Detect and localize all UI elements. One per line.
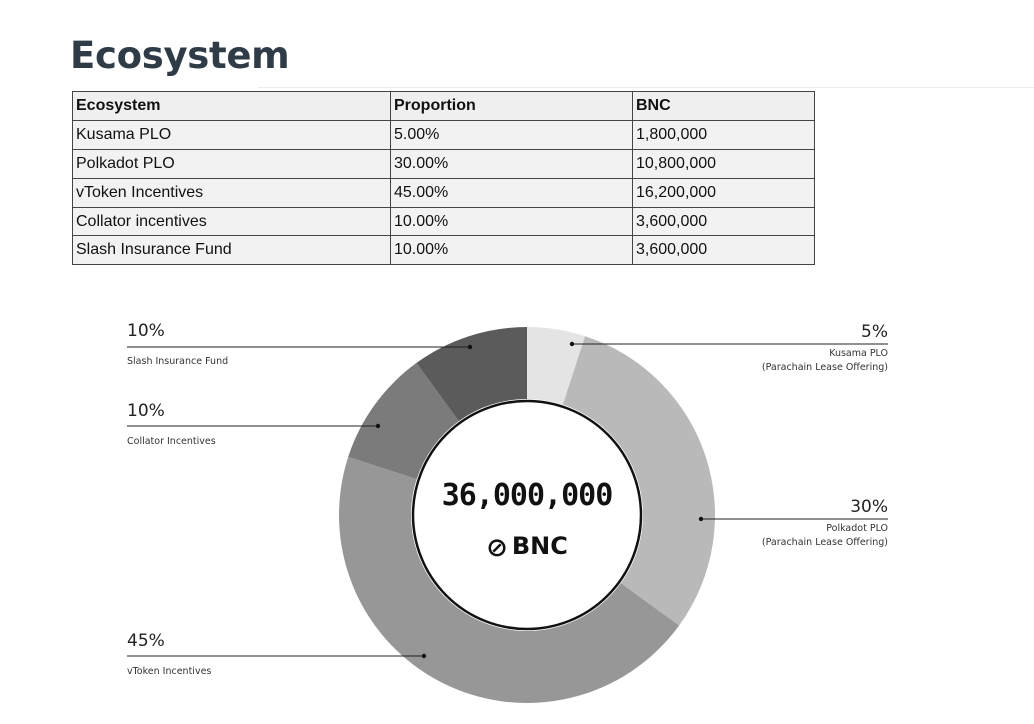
donut-center-circle [411, 399, 643, 631]
leader-dot-polkadot [698, 516, 704, 522]
cell-bnc: 1,800,000 [632, 119, 815, 150]
donut-center-unit-label: BNC [511, 532, 568, 560]
label-pct-polkadot: 30% [850, 497, 888, 517]
cell-proportion: 10.00% [390, 235, 633, 266]
donut-center-unit: ⊘ BNC [412, 532, 642, 563]
label-pct-slash: 10% [127, 321, 165, 341]
allocation-donut-chart: 5% Kusama PLO (Parachain Lease Offering)… [0, 300, 1034, 724]
cell-ecosystem: Collator incentives [72, 206, 391, 237]
donut-center-total: 36,000,000 [441, 478, 614, 513]
leader-dot-collator [375, 423, 381, 429]
cell-bnc: 16,200,000 [632, 177, 815, 208]
cell-proportion: 5.00% [390, 119, 633, 150]
page-title: Ecosystem [70, 34, 290, 77]
donut-svg [127, 327, 888, 703]
bnc-token-icon: ⊘ [486, 533, 508, 563]
leader-dot-kusama [569, 341, 575, 347]
donut-slice-polkadot [562, 336, 715, 626]
cell-bnc: 3,600,000 [632, 206, 815, 237]
table-row: Kusama PLO 5.00% 1,800,000 [72, 119, 815, 150]
label-desc-kusama: (Parachain Lease Offering) [761, 362, 888, 373]
label-pct-collator: 10% [127, 401, 165, 421]
column-header-bnc: BNC [632, 91, 815, 121]
table-row: Slash Insurance Fund 10.00% 3,600,000 [72, 235, 815, 266]
label-name-vtoken: vToken Incentives [127, 666, 212, 677]
cell-ecosystem: Slash Insurance Fund [72, 235, 391, 266]
donut-slice-vtoken [339, 456, 680, 703]
allocation-table: Ecosystem Proportion BNC Kusama PLO 5.00… [72, 91, 815, 266]
label-pct-kusama: 5% [861, 322, 888, 342]
label-pct-vtoken: 45% [127, 631, 165, 651]
table-row: vToken Incentives 45.00% 16,200,000 [72, 177, 815, 208]
cell-bnc: 10,800,000 [632, 148, 815, 179]
leader-dot-slash [467, 344, 473, 350]
header-divider [258, 87, 1034, 88]
donut-slice-collator [348, 362, 459, 480]
label-desc-polkadot: (Parachain Lease Offering) [761, 537, 888, 548]
leader-dot-vtoken [421, 653, 427, 659]
label-name-polkadot: Polkadot PLO [826, 523, 888, 534]
cell-ecosystem: vToken Incentives [72, 177, 391, 208]
cell-proportion: 45.00% [390, 177, 633, 208]
label-name-slash: Slash Insurance Fund [127, 356, 229, 367]
cell-proportion: 30.00% [390, 148, 633, 179]
donut-slice-kusama [527, 327, 586, 405]
column-header-proportion: Proportion [390, 91, 633, 121]
table-row: Collator incentives 10.00% 3,600,000 [72, 206, 815, 237]
cell-proportion: 10.00% [390, 206, 633, 237]
label-name-collator: Collator Incentives [127, 436, 216, 447]
table-row: Polkadot PLO 30.00% 10,800,000 [72, 148, 815, 179]
label-name-kusama: Kusama PLO [829, 348, 888, 359]
cell-ecosystem: Polkadot PLO [72, 148, 391, 179]
donut-slice-slash [416, 327, 527, 422]
cell-ecosystem: Kusama PLO [72, 119, 391, 150]
table-header-row: Ecosystem Proportion BNC [72, 91, 815, 121]
cell-bnc: 3,600,000 [632, 235, 815, 266]
column-header-ecosystem: Ecosystem [72, 91, 391, 121]
